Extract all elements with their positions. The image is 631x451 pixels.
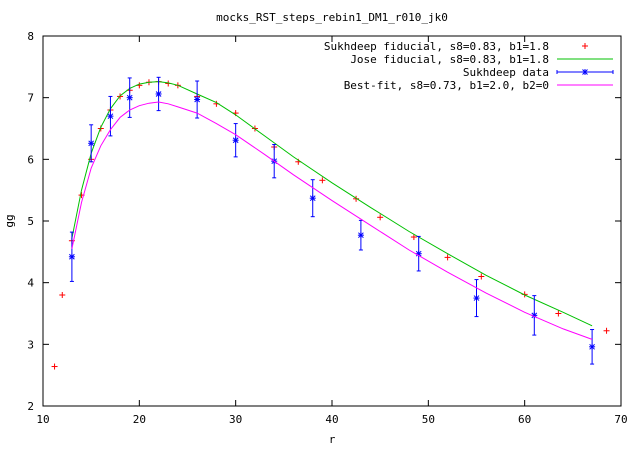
y-tick-label: 5 <box>27 215 34 228</box>
data-point <box>603 327 610 334</box>
data-point <box>51 363 58 370</box>
data-point <box>319 177 326 184</box>
x-tick-label: 70 <box>614 413 627 426</box>
data-point <box>126 94 133 101</box>
data-point <box>410 234 417 241</box>
data-point <box>353 195 360 202</box>
legend-entry: Sukhdeep fiducial, s8=0.83, b1=1.8 <box>324 40 588 53</box>
data-point <box>357 232 364 239</box>
data-point <box>589 343 596 350</box>
data-point <box>194 96 201 103</box>
series-0 <box>51 78 610 370</box>
series-line <box>71 101 593 340</box>
y-tick-label: 6 <box>27 153 34 166</box>
legend-entry: Jose fiducial, s8=0.83, b1=1.8 <box>350 53 613 66</box>
x-tick-label: 30 <box>229 413 242 426</box>
series-layer <box>51 76 610 370</box>
axis-ticks: 10 20 30 40 50 60 70 2 3 4 5 6 7 8 <box>27 30 627 426</box>
legend-marker <box>582 69 588 75</box>
legend-label: Sukhdeep data <box>463 66 549 79</box>
y-tick-label: 7 <box>27 92 34 105</box>
data-point <box>555 310 562 317</box>
x-tick-label: 40 <box>325 413 338 426</box>
x-tick-label: 50 <box>422 413 435 426</box>
legend-entry: Sukhdeep data <box>463 66 614 79</box>
chart-title: mocks_RST_steps_rebin1_DM1_r010_jk0 <box>216 11 448 24</box>
y-tick-label: 8 <box>27 30 34 43</box>
data-point <box>155 90 162 97</box>
data-point <box>473 295 480 302</box>
y-tick-label: 4 <box>27 277 34 290</box>
data-point <box>107 113 114 120</box>
legend-label: Sukhdeep fiducial, s8=0.83, b1=1.8 <box>324 40 549 53</box>
data-point <box>232 137 239 144</box>
data-point <box>444 254 451 261</box>
x-axis-title: r <box>329 433 336 446</box>
legend-marker <box>582 43 588 49</box>
data-point <box>88 140 95 147</box>
y-tick-label: 3 <box>27 338 34 351</box>
data-point <box>478 273 485 280</box>
data-point <box>59 292 66 298</box>
x-tick-label: 60 <box>518 413 531 426</box>
data-point <box>309 195 316 202</box>
data-point <box>377 214 384 221</box>
x-tick-label: 10 <box>36 413 49 426</box>
series-1 <box>71 81 593 327</box>
legend-label: Best-fit, s8=0.73, b1=2.0, b2=0 <box>344 79 549 92</box>
series-2 <box>68 76 596 365</box>
legend-entry: Best-fit, s8=0.73, b1=2.0, b2=0 <box>344 79 613 92</box>
data-point <box>68 253 75 260</box>
y-tick-label: 2 <box>27 400 34 413</box>
legend-label: Jose fiducial, s8=0.83, b1=1.8 <box>350 53 549 66</box>
series-3 <box>71 101 593 340</box>
series-line <box>71 81 593 327</box>
y-axis-title: gg <box>3 214 16 227</box>
x-tick-label: 20 <box>133 413 146 426</box>
